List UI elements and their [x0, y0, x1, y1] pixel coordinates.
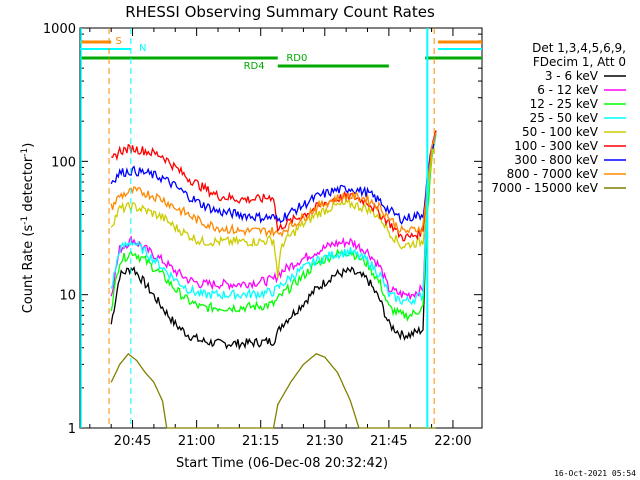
y-axis-label: Count Rate (s-1 detector-1) [20, 143, 36, 314]
series-group [110, 130, 437, 429]
annotations: S N RD0 RD4 [80, 28, 482, 428]
series-line [110, 133, 437, 279]
ylabel-main: Count Rate (s [21, 225, 36, 314]
series-line [110, 132, 437, 225]
x-tick-label: 21:00 [178, 434, 215, 449]
ylabel-sup1: -1 [20, 216, 30, 225]
chart-title: RHESSI Observing Summary Count Rates [125, 3, 435, 21]
x-tick-label: 21:15 [242, 434, 279, 449]
series-line [110, 130, 437, 351]
x-tick-label: 22:00 [434, 434, 471, 449]
legend-label: 3 - 6 keV [545, 69, 599, 83]
legend-label: 25 - 50 keV [530, 111, 599, 125]
x-tick-label: 20:45 [114, 434, 151, 449]
legend-label: 800 - 7000 keV [507, 167, 599, 181]
x-tick-label: 21:30 [306, 434, 343, 449]
series-line [110, 130, 437, 242]
series-line [110, 134, 437, 306]
legend-header-line1: Det 1,3,4,5,6,9, [532, 41, 626, 55]
plot-frame [79, 27, 483, 429]
ylabel-mid: detector [21, 156, 36, 216]
series-line [110, 130, 437, 301]
flag-n-label: N [139, 43, 146, 54]
legend-label: 12 - 25 keV [530, 97, 599, 111]
series-line [110, 134, 437, 322]
legend-label: 6 - 12 keV [537, 83, 599, 97]
x-tick-label: 21:45 [370, 434, 407, 449]
plot-area: 20:45 21:00 21:15 21:30 21:45 22:00 1 10 100 1000 [43, 22, 483, 449]
flag-rd4-label: RD4 [244, 61, 265, 72]
legend-label: 100 - 300 keV [514, 139, 598, 153]
x-axis-label: Start Time (06-Dec-08 20:32:42) [176, 456, 388, 471]
y-tick-label: 10 [59, 289, 76, 304]
flag-s-label: S [115, 36, 121, 47]
legend-label: 300 - 800 keV [514, 153, 598, 167]
legend: Det 1,3,4,5,6,9, FDecim 1, Att 0 3 - 6 k… [491, 41, 626, 195]
legend-label: 50 - 100 keV [522, 125, 599, 139]
legend-header-line2: FDecim 1, Att 0 [533, 55, 626, 69]
y-tick-label: 1 [68, 422, 76, 437]
ylabel-sup2: -1 [20, 148, 30, 157]
series-line [110, 132, 437, 238]
series-line [110, 352, 436, 429]
timestamp-label: 16-Oct-2021 05:54 [554, 469, 636, 478]
ylabel-end: ) [21, 143, 36, 148]
legend-label: 7000 - 15000 keV [491, 181, 598, 195]
y-tick-label: 1000 [43, 22, 76, 37]
flag-rd0-label: RD0 [286, 53, 307, 64]
y-tick-label: 100 [51, 155, 76, 170]
